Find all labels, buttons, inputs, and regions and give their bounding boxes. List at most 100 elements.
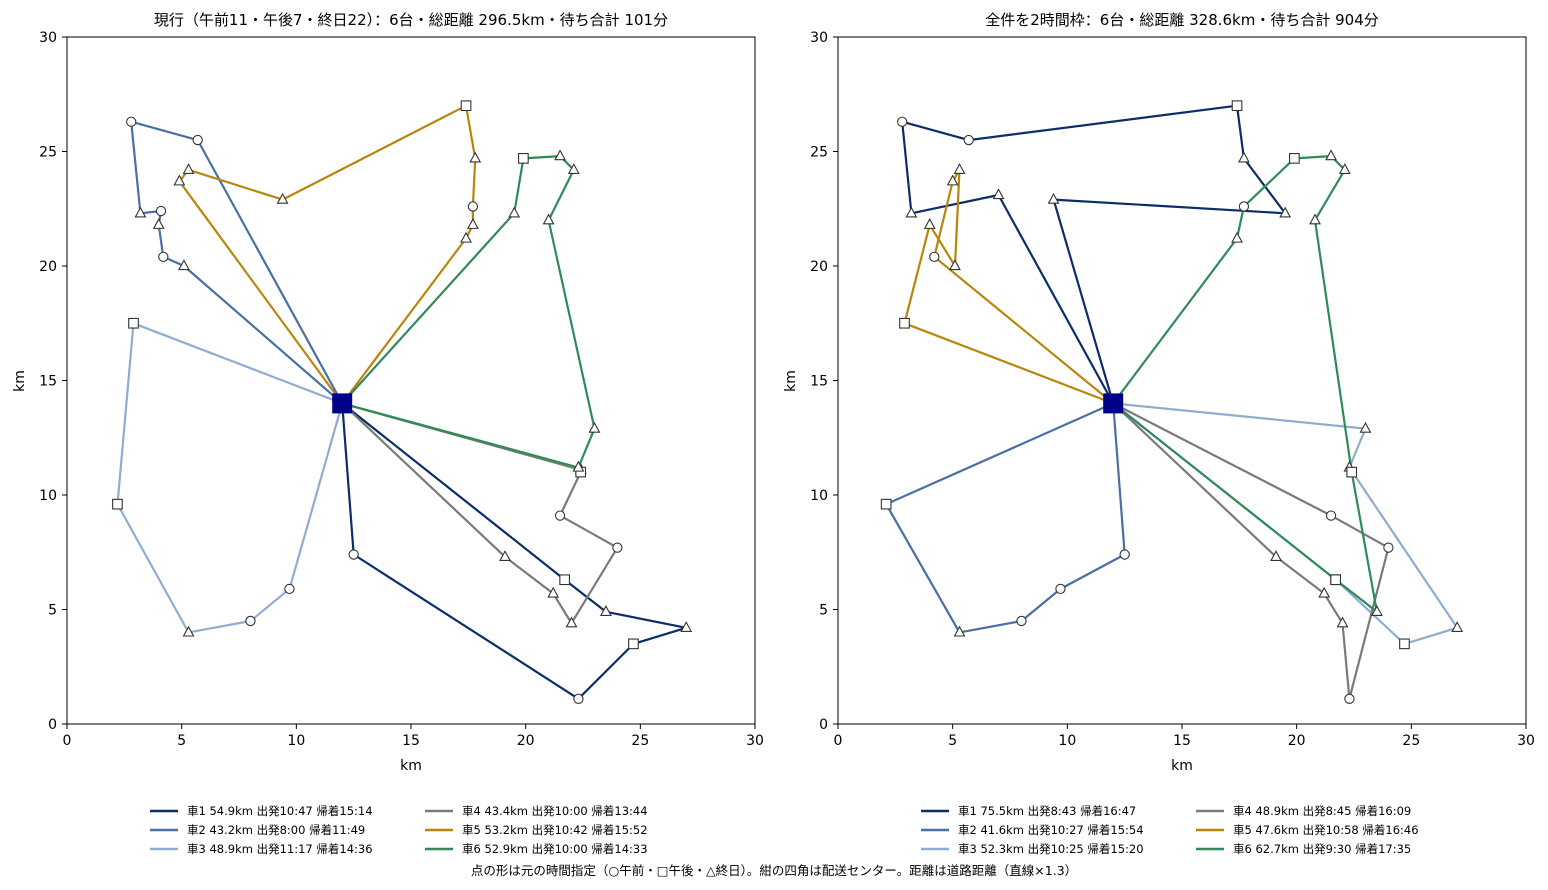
routes-layer xyxy=(885,104,1459,700)
stop-marker-morning xyxy=(245,615,256,627)
stop-marker-allday xyxy=(946,174,959,186)
x-tick-label: 20 xyxy=(517,733,535,749)
stop-marker-allday xyxy=(1318,586,1331,598)
stop-marker-afternoon xyxy=(112,498,123,510)
legend-entry-label: 車5 53.2km 出発10:42 帰着15:52 xyxy=(462,823,648,837)
x-tick-label: 10 xyxy=(287,733,305,749)
y-tick-label: 5 xyxy=(48,603,57,619)
stop-marker-morning xyxy=(554,510,566,521)
stop-marker-morning xyxy=(612,542,623,553)
y-tick-label: 20 xyxy=(39,259,57,275)
stop-marker-morning xyxy=(1325,510,1337,521)
stop-marker-allday xyxy=(276,192,289,204)
stop-marker-allday xyxy=(1359,421,1372,433)
chart-panel-current: 現行（午前11・午後7・終日22）：6台・総距離 296.5km・待ち合計 10… xyxy=(12,11,764,856)
stop-marker-allday xyxy=(542,213,555,225)
stop-marker-afternoon xyxy=(899,317,910,329)
stop-marker-allday xyxy=(182,163,195,174)
stop-marker-afternoon xyxy=(880,498,892,510)
y-tick-label: 5 xyxy=(819,603,828,619)
stop-marker-allday xyxy=(1371,605,1383,616)
y-tick-label: 30 xyxy=(810,30,828,46)
x-tick-label: 10 xyxy=(1058,733,1076,749)
route-line-1 xyxy=(901,104,1287,404)
legend-entry-label: 車5 47.6km 出発10:58 帰着16:46 xyxy=(1233,823,1419,837)
x-ticks: 0 5 10 15 20 25 30 xyxy=(834,724,1535,749)
stop-marker-allday xyxy=(1309,213,1321,225)
x-tick-label: 25 xyxy=(631,733,649,749)
y-ticks: 0 5 10 15 20 25 30 xyxy=(39,30,67,733)
x-tick-label: 30 xyxy=(746,733,764,749)
stop-marker-allday xyxy=(508,206,521,218)
stop-marker-allday xyxy=(178,259,190,271)
stop-marker-morning xyxy=(1119,549,1130,560)
legend-entry-label: 車3 48.9km 出発11:17 帰着14:36 xyxy=(187,842,373,856)
y-axis-label: km xyxy=(12,370,28,392)
y-tick-label: 25 xyxy=(810,145,828,161)
footnote: 点の形は元の時間指定（○午前・□午後・△終日）。紺の四角は配送センター。距離は道… xyxy=(471,863,1077,878)
stop-marker-morning xyxy=(897,116,908,127)
stop-marker-allday xyxy=(460,231,472,243)
route-line-4 xyxy=(1112,402,1390,700)
legend-entry-label: 車4 43.4km 出発10:00 帰着13:44 xyxy=(462,804,648,818)
stop-marker-allday xyxy=(134,206,147,218)
stop-marker-allday xyxy=(469,151,482,163)
route-line-3 xyxy=(116,322,344,634)
y-tick-label: 20 xyxy=(810,259,828,275)
stop-marker-morning xyxy=(1016,615,1027,627)
stop-marker-allday xyxy=(1279,206,1292,218)
legend-entry-label: 車2 41.6km 出発10:27 帰着15:54 xyxy=(958,823,1144,837)
y-axis-label: km xyxy=(783,370,799,392)
y-ticks: 0 5 10 15 20 25 30 xyxy=(810,30,838,733)
legend-entry-label: 車6 62.7km 出発9:30 帰着17:35 xyxy=(1233,842,1411,856)
y-tick-label: 10 xyxy=(39,488,57,504)
y-tick-label: 30 xyxy=(39,30,57,46)
stop-marker-allday xyxy=(1237,151,1250,163)
y-tick-label: 15 xyxy=(39,374,57,390)
stop-marker-allday xyxy=(1047,192,1060,204)
y-tick-label: 15 xyxy=(810,374,828,390)
stop-marker-afternoon xyxy=(460,100,472,112)
x-tick-label: 20 xyxy=(1288,733,1306,749)
y-tick-label: 0 xyxy=(48,717,57,733)
stop-marker-allday xyxy=(588,421,601,433)
stop-marker-allday xyxy=(567,163,580,174)
legend-entry-label: 車1 75.5km 出発8:43 帰着16:47 xyxy=(958,804,1136,818)
stop-marker-allday xyxy=(173,174,186,186)
route-line-6 xyxy=(341,155,596,469)
stop-marker-morning xyxy=(348,549,359,560)
x-tick-label: 0 xyxy=(834,733,843,749)
stop-marker-allday xyxy=(923,218,936,229)
stop-marker-morning xyxy=(158,251,169,262)
stop-marker-allday xyxy=(554,149,566,161)
x-tick-label: 15 xyxy=(1173,733,1191,749)
x-tick-label: 30 xyxy=(1517,733,1535,749)
route-line-2 xyxy=(885,402,1126,634)
stop-marker-allday xyxy=(152,218,165,229)
stop-marker-afternoon xyxy=(628,638,639,650)
stop-marker-allday xyxy=(565,616,578,628)
route-line-3 xyxy=(1112,402,1459,646)
markers-layer xyxy=(112,100,693,704)
stop-marker-allday xyxy=(600,605,612,616)
stop-marker-allday xyxy=(572,460,585,472)
x-tick-label: 15 xyxy=(402,733,420,749)
route-line-5 xyxy=(178,104,477,405)
legend: 車1 54.9km 出発10:47 帰着15:14 車2 43.2km 出発8:0… xyxy=(150,804,648,856)
route-line-1 xyxy=(341,402,688,700)
stop-marker-allday xyxy=(949,259,961,271)
chart-title: 現行（午前11・午後7・終日22）：6台・総距離 296.5km・待ち合計 10… xyxy=(154,11,668,29)
stop-marker-afternoon xyxy=(1231,100,1243,112)
x-tick-label: 25 xyxy=(1402,733,1420,749)
stop-marker-allday xyxy=(1336,616,1349,628)
route-line-6 xyxy=(1112,155,1379,613)
stop-marker-allday xyxy=(1338,163,1351,174)
y-tick-label: 10 xyxy=(810,488,828,504)
chart-panel-two-hour-window: 全件を2時間枠：6台・総距離 328.6km・待ち合計 904分 0 5 10 15 2… xyxy=(783,11,1535,856)
stop-marker-morning xyxy=(573,693,584,704)
routes-layer xyxy=(116,104,688,700)
stop-marker-afternoon xyxy=(1330,574,1342,586)
stop-marker-morning xyxy=(963,134,974,146)
chart-title: 全件を2時間枠：6台・総距離 328.6km・待ち合計 904分 xyxy=(985,11,1379,29)
